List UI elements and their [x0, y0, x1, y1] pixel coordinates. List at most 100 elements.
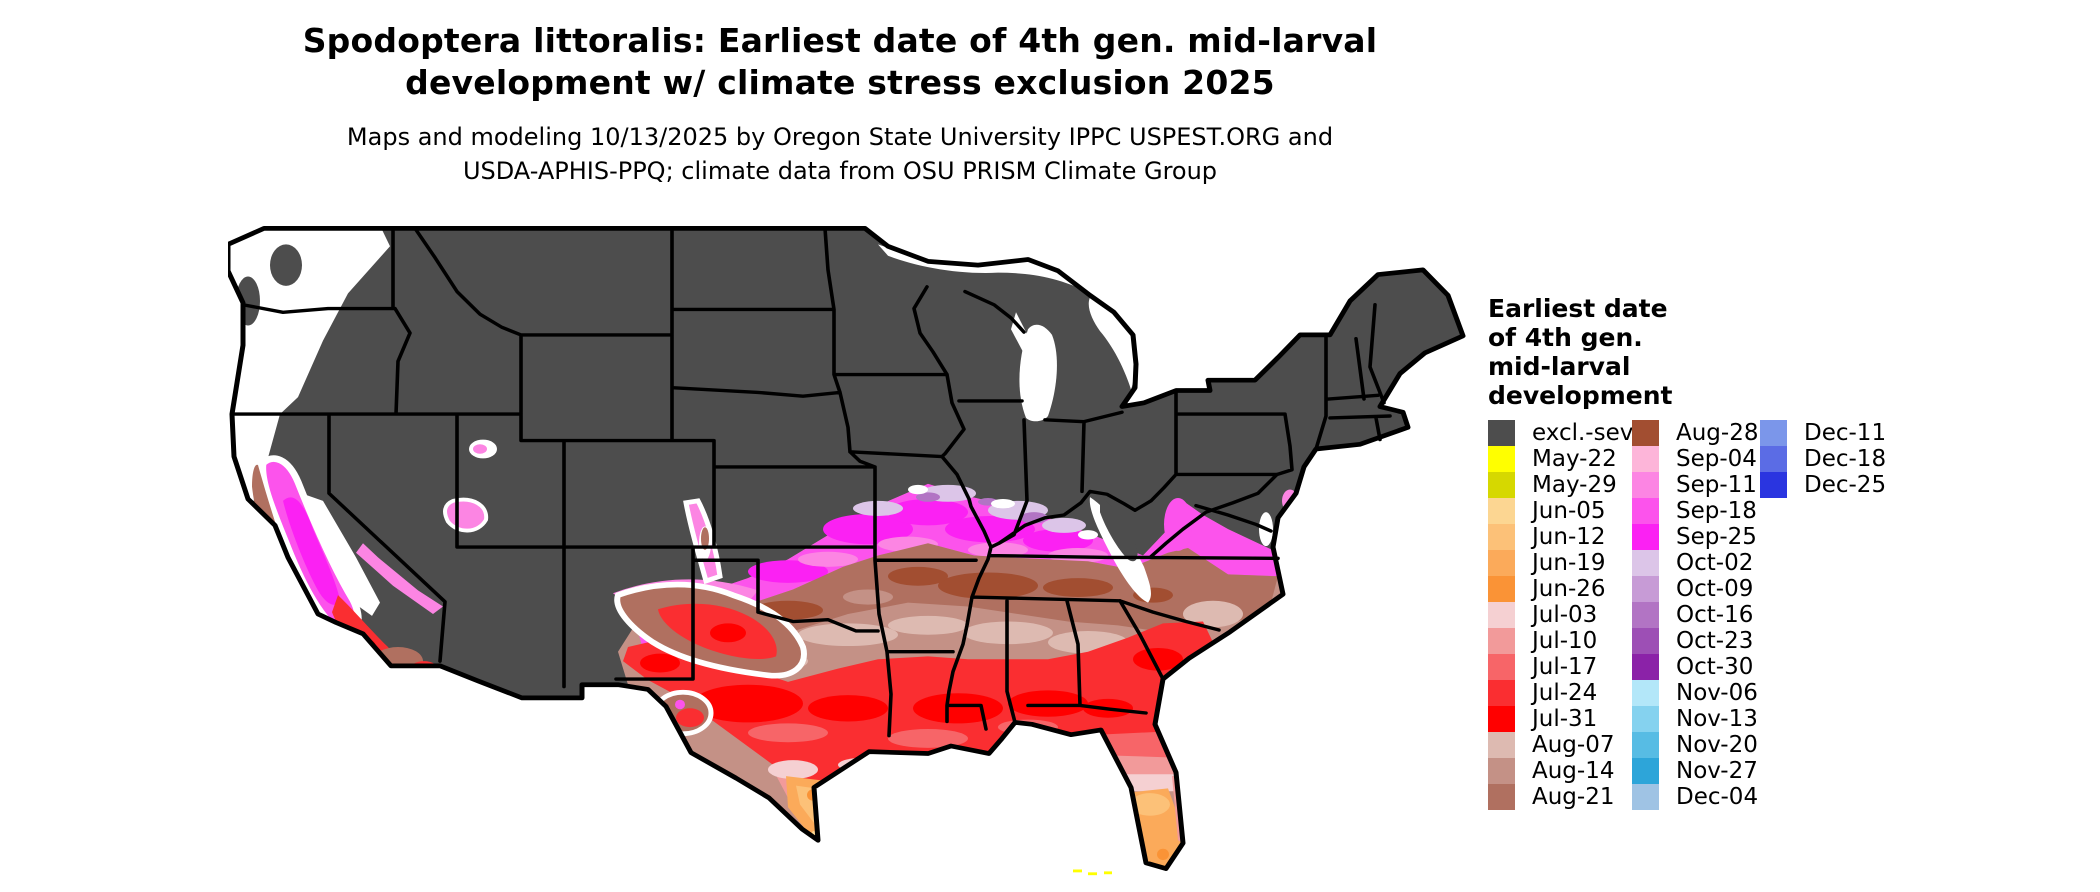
legend-swatch — [1488, 602, 1515, 628]
title-line-1: Spodoptera littoralis: Earliest date of … — [302, 21, 1378, 60]
legend-swatch — [1488, 706, 1515, 732]
title-line-2: development w/ climate stress exclusion … — [405, 63, 1275, 102]
legend-swatch — [1488, 758, 1515, 784]
legend-label: May-29 — [1532, 472, 1617, 498]
legend-column-1: excl.-sev. May-22 May-29 Jun-05 Jun-12 Jun-19… — [1488, 420, 1639, 810]
legend-swatch — [1632, 472, 1659, 498]
legend-swatch — [1760, 472, 1787, 498]
legend-swatch — [1632, 784, 1659, 810]
legend-swatch — [1632, 732, 1659, 758]
legend-swatch — [1488, 576, 1515, 602]
legend-item: Jun-05 — [1488, 498, 1639, 524]
legend-label: Oct-23 — [1676, 628, 1754, 654]
state-borders — [230, 226, 1392, 738]
legend-swatch — [1488, 654, 1515, 680]
legend-swatch — [1488, 550, 1515, 576]
legend-item: Dec-18 — [1760, 446, 1886, 472]
legend-label: Jul-24 — [1532, 680, 1598, 706]
legend-swatch — [1488, 628, 1515, 654]
legend-label: Oct-16 — [1676, 602, 1754, 628]
legend-label: Sep-25 — [1676, 524, 1757, 550]
legend-swatch — [1632, 654, 1659, 680]
page-subtitle: Maps and modeling 10/13/2025 by Oregon S… — [140, 120, 1540, 188]
legend-swatch — [1632, 758, 1659, 784]
subtitle-line-2: USDA-APHIS-PPQ; climate data from OSU PR… — [462, 157, 1218, 185]
legend-label: Aug-07 — [1532, 732, 1615, 758]
legend-label: Aug-21 — [1532, 784, 1615, 810]
legend-swatch — [1632, 680, 1659, 706]
legend-swatch — [1488, 446, 1515, 472]
legend-label: Jun-26 — [1532, 576, 1606, 602]
legend-swatch — [1632, 550, 1659, 576]
legend-title-line: development — [1488, 381, 1673, 410]
legend-swatch — [1632, 420, 1659, 446]
legend-swatch — [1632, 498, 1659, 524]
legend-title-line: mid-larval — [1488, 352, 1631, 381]
legend-label: Dec-04 — [1676, 784, 1759, 810]
legend-item: Dec-25 — [1760, 472, 1886, 498]
legend-label: Dec-11 — [1804, 420, 1887, 446]
legend-item: Nov-13 — [1632, 706, 1758, 732]
legend-swatch — [1488, 498, 1515, 524]
page-title: Spodoptera littoralis: Earliest date of … — [140, 20, 1540, 104]
legend-item: Oct-23 — [1632, 628, 1758, 654]
legend-label: Dec-25 — [1804, 472, 1887, 498]
legend-swatch — [1632, 576, 1659, 602]
legend-label: Aug-28 — [1676, 420, 1759, 446]
legend-columns: excl.-sev. May-22 May-29 Jun-05 Jun-12 Jun-19… — [1488, 420, 2048, 820]
legend-item: Aug-21 — [1488, 784, 1639, 810]
legend-title-line: Earliest date — [1488, 294, 1668, 323]
legend-item: Aug-28 — [1632, 420, 1758, 446]
legend-label: Jul-03 — [1532, 602, 1598, 628]
legend-swatch — [1760, 420, 1787, 446]
legend-label: Dec-18 — [1804, 446, 1887, 472]
legend-title: Earliest date of 4th gen. mid-larval dev… — [1488, 294, 2048, 410]
legend-item: Jun-26 — [1488, 576, 1639, 602]
legend-swatch — [1488, 524, 1515, 550]
legend-label: May-22 — [1532, 446, 1617, 472]
us-outline — [225, 226, 1466, 871]
legend-item: Oct-09 — [1632, 576, 1758, 602]
legend-title-line: of 4th gen. — [1488, 323, 1643, 352]
legend-label: Jul-17 — [1532, 654, 1598, 680]
legend-item: Nov-20 — [1632, 732, 1758, 758]
legend-item: Sep-11 — [1632, 472, 1758, 498]
legend-label: Jul-10 — [1532, 628, 1598, 654]
legend-swatch — [1488, 420, 1515, 446]
legend-item: May-29 — [1488, 472, 1639, 498]
legend-label: excl.-sev. — [1532, 420, 1639, 446]
legend: Earliest date of 4th gen. mid-larval dev… — [1488, 294, 2048, 820]
legend-item: excl.-sev. — [1488, 420, 1639, 446]
legend-label: Sep-11 — [1676, 472, 1757, 498]
legend-item: Jul-31 — [1488, 706, 1639, 732]
legend-label: Nov-13 — [1676, 706, 1758, 732]
legend-column-2: Aug-28 Sep-04 Sep-11 Sep-18 Sep-25 Oct-02 Oct-… — [1632, 420, 1758, 810]
legend-swatch — [1632, 706, 1659, 732]
legend-swatch — [1632, 524, 1659, 550]
legend-item: Sep-18 — [1632, 498, 1758, 524]
legend-label: Sep-18 — [1676, 498, 1757, 524]
legend-label: Jun-12 — [1532, 524, 1606, 550]
legend-swatch — [1488, 784, 1515, 810]
legend-label: Jul-31 — [1532, 706, 1598, 732]
legend-label: Oct-09 — [1676, 576, 1754, 602]
legend-swatch — [1488, 472, 1515, 498]
legend-item: Oct-02 — [1632, 550, 1758, 576]
legend-label: Nov-27 — [1676, 758, 1758, 784]
legend-item: Jul-10 — [1488, 628, 1639, 654]
legend-swatch — [1632, 446, 1659, 472]
florida-keys — [1073, 869, 1112, 876]
legend-item: Jul-24 — [1488, 680, 1639, 706]
legend-item: Dec-11 — [1760, 420, 1886, 446]
legend-item: Sep-25 — [1632, 524, 1758, 550]
us-map — [225, 218, 1472, 878]
legend-item: Jun-19 — [1488, 550, 1639, 576]
us-map-svg — [225, 226, 1466, 876]
legend-item: Oct-16 — [1632, 602, 1758, 628]
legend-item: Nov-27 — [1632, 758, 1758, 784]
legend-swatch — [1760, 446, 1787, 472]
legend-item: Oct-30 — [1632, 654, 1758, 680]
legend-swatch — [1488, 680, 1515, 706]
legend-item: Dec-04 — [1632, 784, 1758, 810]
